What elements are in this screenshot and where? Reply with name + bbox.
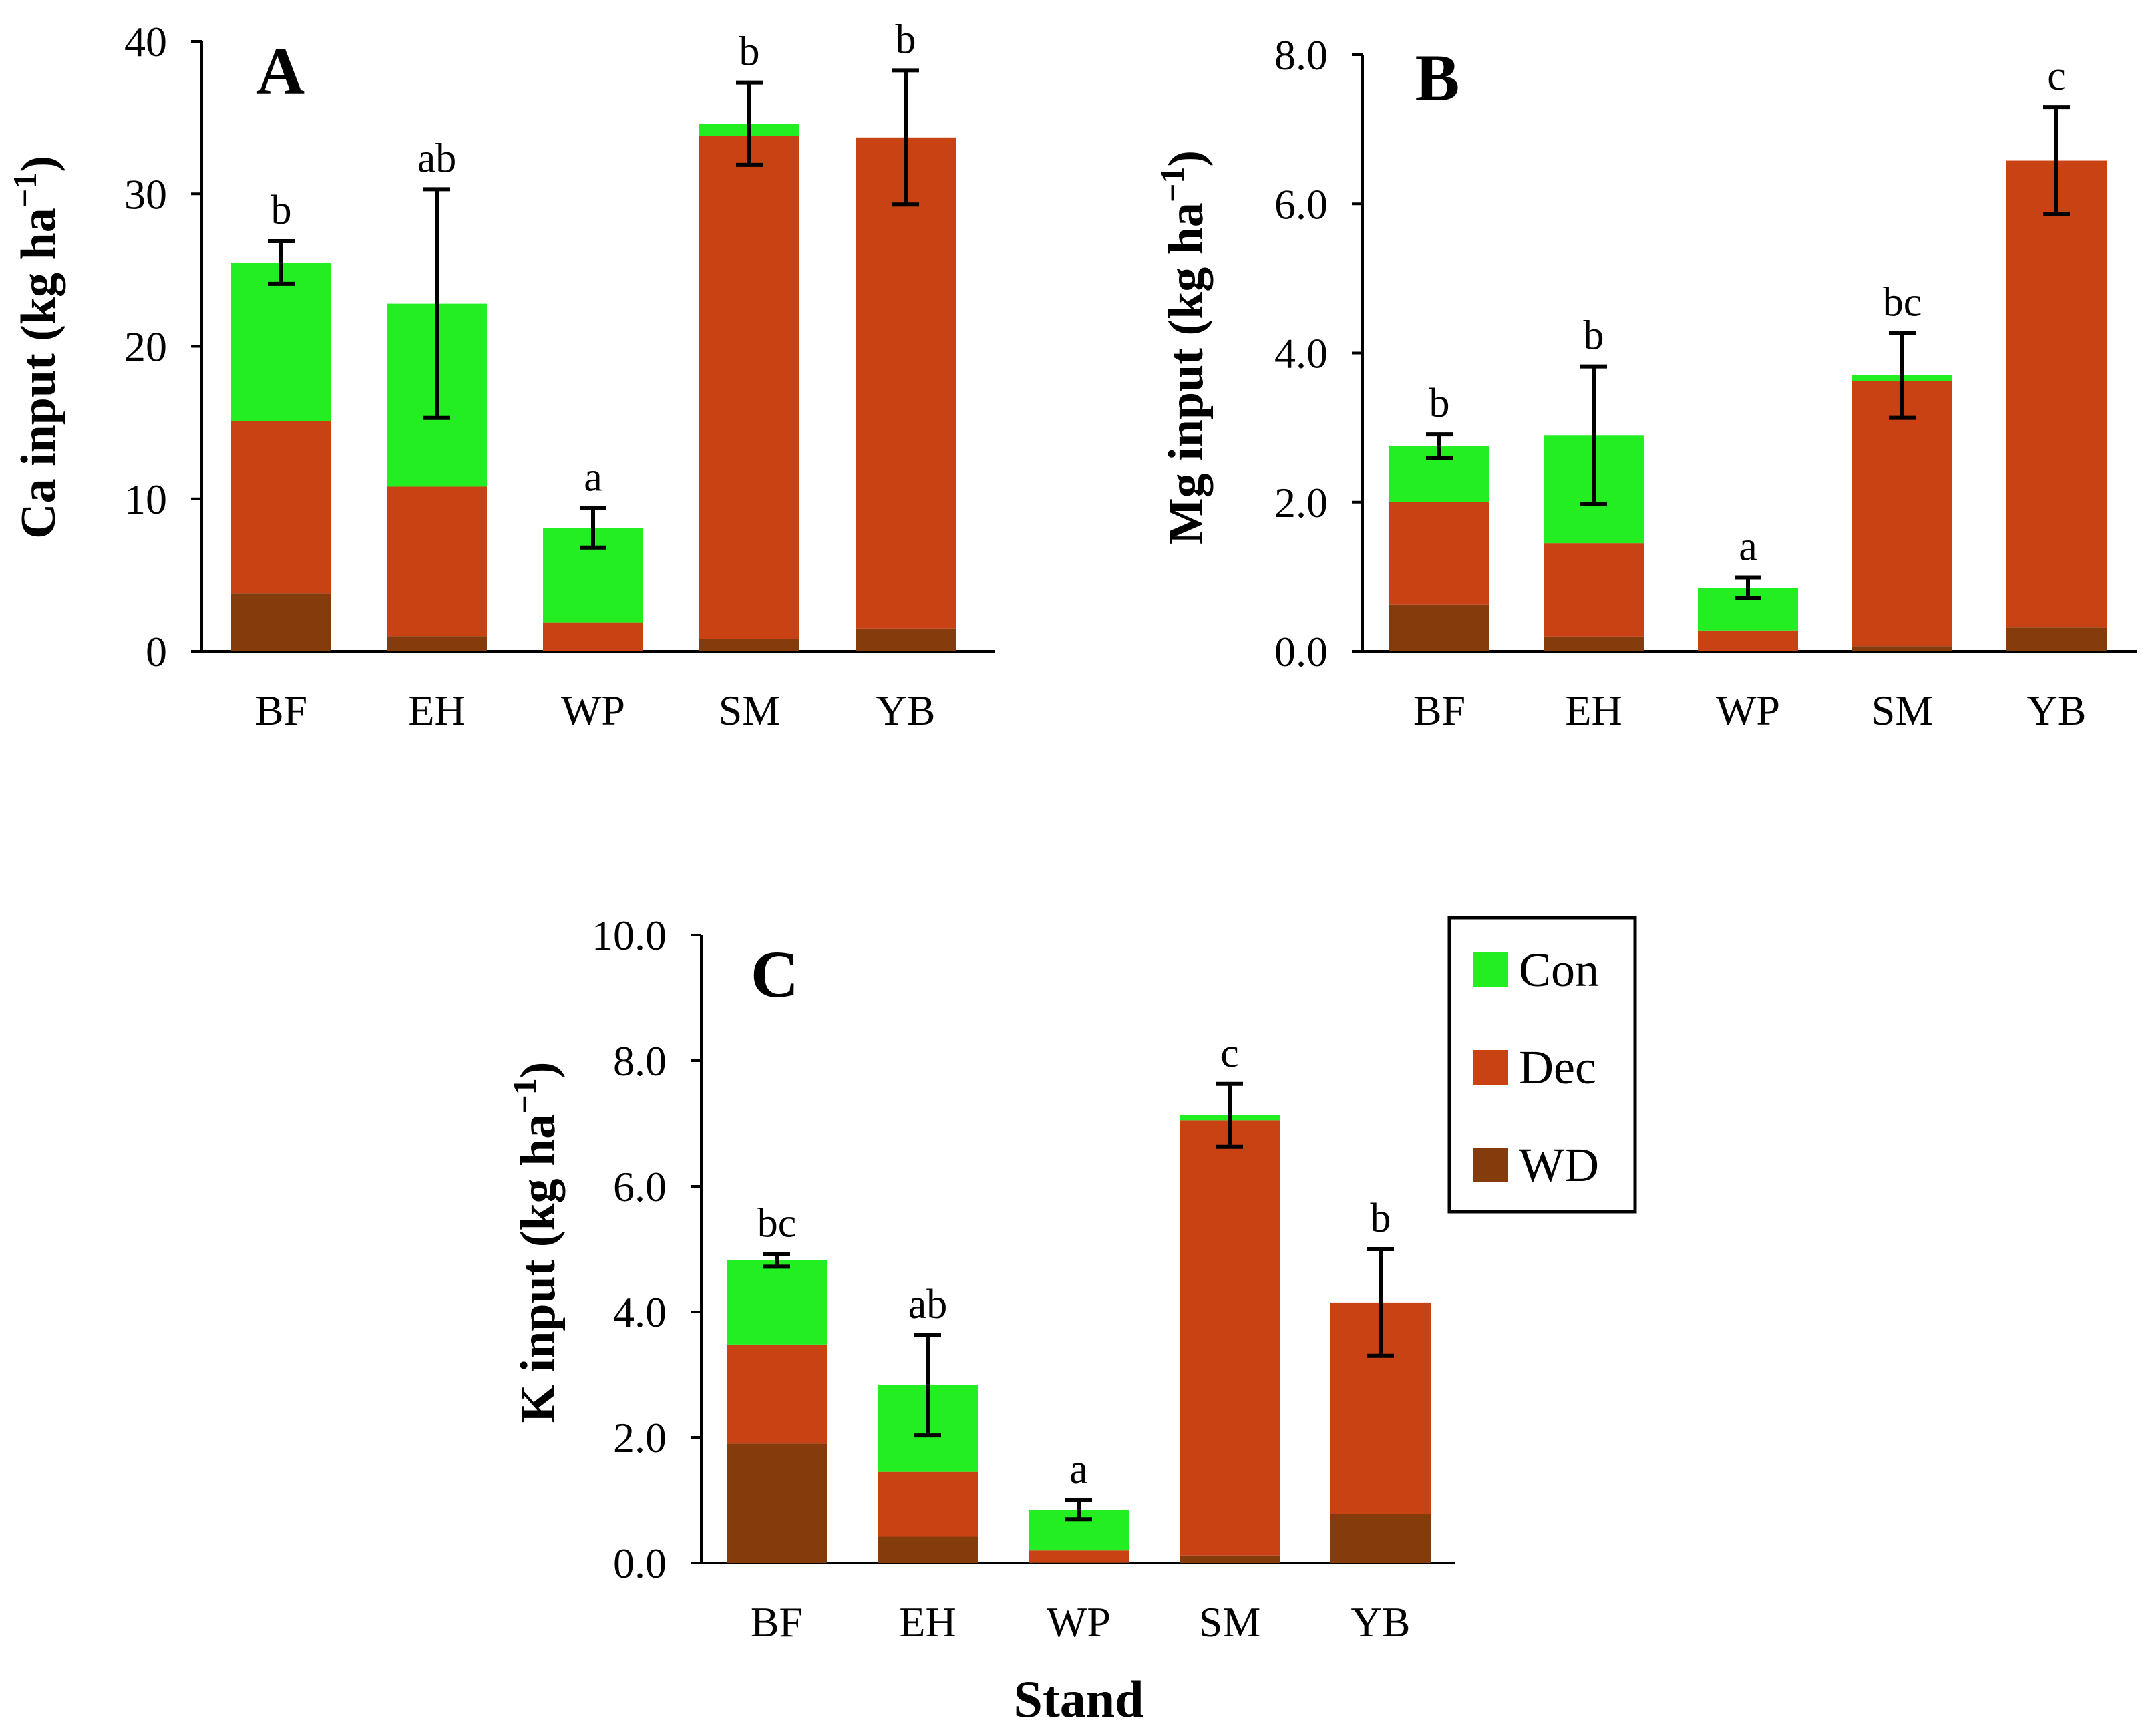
x-axis-title: Stand	[1013, 1670, 1143, 1728]
panel-b-letter-bf: b	[1429, 381, 1450, 426]
panel-c-bar-eh-dec	[878, 1471, 978, 1537]
panel-b-y-tick-label: 8.0	[1274, 31, 1328, 79]
panel-a-bar-bf-con	[231, 262, 331, 421]
panel-c-letter-yb: b	[1371, 1196, 1391, 1241]
panel-c-bar-eh-wd	[878, 1536, 978, 1563]
panel-b-bar-wp-dec	[1698, 630, 1798, 651]
panel-b-x-tick-label: EH	[1565, 687, 1622, 734]
panel-b-bar-sm-wd	[1852, 646, 1952, 651]
panel-a-y-axis-label: Ca input (kg ha−1)	[6, 156, 66, 539]
panel-b-x-tick-label: BF	[1413, 687, 1465, 734]
panel-c-letter-sm: c	[1220, 1031, 1239, 1076]
panel-b-letter-yb: c	[2047, 53, 2066, 99]
panel-b-letter-sm: bc	[1883, 279, 1922, 325]
panel-b-y-axis-label: Mg input (kg ha−1)	[1153, 150, 1214, 544]
panel-c-bar-wp-dec	[1029, 1550, 1129, 1562]
panel-b: 0.0 2.0 4.0 6.0 8.0 Mg input (kg ha−1) Bb BF b EH…	[1153, 31, 2137, 734]
panel-a-letter-yb: b	[896, 17, 916, 62]
panel-a-letter-eh: ab	[417, 136, 457, 181]
panel-c-y-tick-label: 10.0	[592, 912, 667, 959]
panel-a-y-tick-label: 0	[146, 628, 167, 675]
panel-c-label: C	[751, 937, 799, 1011]
panel-c: 0.02.04.06.08.010.0K input (kg ha−1)CbcB…	[506, 912, 1455, 1646]
panel-c-y-tick-label: 4.0	[613, 1288, 667, 1336]
panel-c-x-tick-label: WP	[1047, 1598, 1111, 1646]
panel-a-letter-wp: a	[584, 454, 602, 500]
panel-b-bar-yb-wd	[2006, 627, 2107, 651]
panel-a-bar-bf-wd	[231, 593, 331, 651]
panel-b-x-tick-label: WP	[1716, 687, 1780, 734]
panel-a-x-tick-label: SM	[719, 687, 781, 734]
panel-a: 0 10 20 30 40 Ca input (kg ha−1) Ab BF ab EH a WP b S…	[6, 17, 995, 734]
panel-b-bar-bf-dec	[1389, 502, 1489, 605]
panel-a-bar-sm-wd	[699, 639, 799, 651]
panel-a-y-tick-label: 40	[124, 18, 167, 65]
panel-b-bar-eh-wd	[1544, 636, 1644, 651]
panel-c-bar-bf-wd	[727, 1443, 827, 1563]
panel-a-y-tick-label: 20	[124, 323, 167, 371]
panel-b-x-tick-label: SM	[1871, 687, 1934, 734]
legend: Con Dec WD	[1447, 916, 1637, 1214]
panel-b-label: B	[1415, 41, 1460, 115]
panel-c-letter-bf: bc	[757, 1201, 797, 1246]
panel-c-y-tick-label: 8.0	[613, 1037, 667, 1085]
legend-swatch-wd	[1473, 1148, 1508, 1182]
panel-a-letter-sm: b	[739, 29, 760, 75]
legend-label-wd: WD	[1519, 1138, 1599, 1192]
panel-c-bar-wp-wd	[1029, 1562, 1129, 1563]
panel-b-x-tick-label: YB	[2027, 687, 2087, 734]
panel-b-bar-yb-dec	[2006, 160, 2107, 628]
panel-a-bar-eh-wd	[387, 636, 487, 651]
legend-label-dec: Dec	[1519, 1041, 1596, 1094]
panel-a-x-tick-label: WP	[561, 687, 625, 734]
panel-c-bar-sm-dec	[1180, 1120, 1280, 1556]
panel-c-x-tick-label: SM	[1199, 1598, 1261, 1646]
panel-b-y-tick-label: 0.0	[1274, 628, 1328, 675]
panel-c-x-tick-label: EH	[899, 1598, 956, 1646]
panel-a-y-tick-label: 10	[124, 476, 167, 523]
panel-c-bar-sm-wd	[1180, 1555, 1280, 1563]
panel-a-bar-yb-dec	[856, 137, 956, 629]
panel-a-bar-bf-dec	[231, 421, 331, 594]
legend-label-con: Con	[1519, 943, 1599, 997]
legend-swatch-con	[1473, 952, 1508, 987]
panel-a-y-tick-label: 30	[124, 170, 167, 218]
panel-b-y-tick-label: 6.0	[1274, 180, 1328, 228]
panel-b-y-tick-label: 4.0	[1274, 330, 1328, 377]
panel-c-y-axis-label: K input (kg ha−1)	[506, 1062, 566, 1423]
panel-c-x-tick-label: YB	[1351, 1598, 1411, 1646]
panel-c-y-tick-label: 6.0	[613, 1163, 667, 1210]
legend-swatch-dec	[1473, 1050, 1508, 1085]
panel-a-x-tick-label: EH	[408, 687, 465, 734]
panel-c-y-tick-label: 2.0	[613, 1414, 667, 1461]
panel-a-bar-sm-dec	[699, 136, 799, 639]
panel-b-y-tick-label: 2.0	[1274, 479, 1328, 526]
panel-c-bar-bf-dec	[727, 1344, 827, 1444]
panel-a-x-tick-label: YB	[876, 687, 936, 734]
panel-a-label: A	[256, 34, 305, 108]
panel-b-bar-sm-dec	[1852, 381, 1952, 647]
panel-c-letter-eh: ab	[908, 1282, 948, 1327]
panel-c-bar-yb-wd	[1330, 1514, 1431, 1563]
panel-a-x-tick-label: BF	[255, 687, 307, 734]
panel-b-letter-wp: a	[1739, 524, 1757, 569]
panel-c-bar-bf-con	[727, 1260, 827, 1345]
panel-c-letter-wp: a	[1069, 1447, 1088, 1492]
panel-a-bar-yb-wd	[856, 628, 956, 651]
panel-a-bar-wp-dec	[543, 622, 643, 651]
panel-c-x-tick-label: BF	[751, 1598, 803, 1646]
panel-b-bar-eh-dec	[1544, 543, 1644, 637]
panel-a-bar-eh-dec	[387, 486, 487, 637]
panel-c-y-tick-label: 0.0	[613, 1540, 667, 1587]
panel-b-letter-eh: b	[1584, 313, 1604, 359]
panel-b-bar-bf-wd	[1389, 604, 1489, 651]
panel-a-letter-bf: b	[271, 188, 292, 233]
